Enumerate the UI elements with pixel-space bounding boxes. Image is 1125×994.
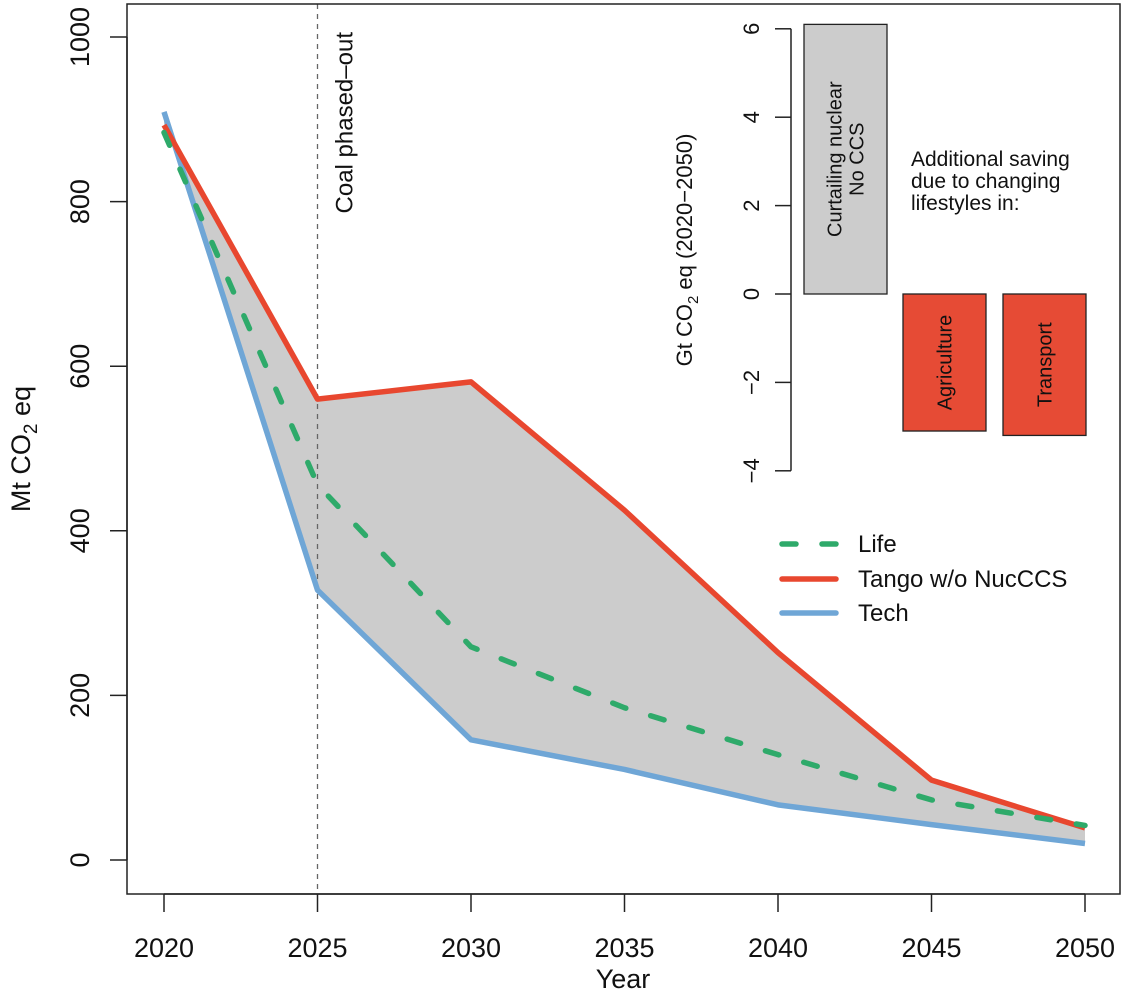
y-tick-label: 400: [65, 508, 95, 553]
legend-item-tech: Tech: [779, 600, 909, 627]
inset-y-tick-label: 2: [739, 199, 764, 211]
legend-label: Tech: [858, 600, 909, 627]
inset-bar-chart: −4 −2 0 2 4 6 Curtailing nuclearNo CCS Agricul…: [672, 23, 1087, 483]
inset-bar-agriculture: Agriculture: [902, 293, 987, 432]
y-tick-label: 200: [65, 673, 95, 718]
y-axis: 0 200 400 600 800 1000: [65, 7, 128, 868]
x-tick-label: 2020: [134, 933, 194, 963]
inset-y-tick-label: −2: [739, 370, 764, 395]
x-tick-label: 2050: [1055, 933, 1115, 963]
inset-bar-label: Agriculture: [935, 315, 957, 411]
legend: Life Tango w/o NucCCS Tech: [779, 531, 1067, 627]
y-tick-label: 0: [65, 852, 95, 867]
x-tick-label: 2035: [594, 933, 654, 963]
y-tick-label: 1000: [65, 7, 95, 67]
series-line-life: [161, 129, 1088, 829]
inset-bar-rect: [902, 293, 987, 432]
vline-label: Coal phased–out: [332, 32, 359, 214]
inset-y-tick-label: 0: [739, 288, 764, 300]
inset-bar-label: Transport: [1035, 322, 1057, 407]
y-tick-label: 600: [65, 344, 95, 389]
x-tick-label: 2025: [287, 933, 347, 963]
y-tick-label: 800: [65, 179, 95, 224]
y-axis-title: Mt CO2 eq: [6, 386, 42, 512]
legend-item-life: Life: [779, 531, 897, 558]
inset-bar-curtailing-nuclear: Curtailing nuclearNo CCS: [803, 23, 888, 295]
series-line-tech: [161, 111, 1086, 847]
x-tick-label: 2040: [748, 933, 808, 963]
legend-label: Life: [858, 531, 897, 558]
inset-bars: Curtailing nuclearNo CCS Agriculture Trans…: [803, 23, 1087, 437]
inset-y-tick-label: −4: [739, 458, 764, 483]
inset-bar-label: Curtailing nuclearNo CCS: [825, 81, 869, 237]
x-axis-title: Year: [596, 964, 651, 994]
band-layer: [164, 111, 1085, 844]
series-line-tango-w-o-nucccs: [161, 123, 1086, 831]
legend-item-tango-w-o-nucccs: Tango w/o NucCCS: [779, 566, 1067, 593]
x-axis: 2020 2025 2030 2035 2040 2045 2050: [134, 893, 1115, 963]
x-tick-label: 2030: [441, 933, 501, 963]
inset-y-tick-label: 4: [739, 111, 764, 123]
series-layer: [161, 111, 1088, 847]
range-band: [164, 111, 1085, 844]
inset-y-tick-label: 6: [739, 23, 764, 35]
inset-y-axis-title: Gt CO2 eq (2020−2050): [672, 134, 702, 367]
inset-bar-rect: [803, 23, 888, 295]
inset-bar-transport: Transport: [1002, 293, 1087, 437]
legend-label: Tango w/o NucCCS: [858, 566, 1067, 593]
inset-bar-rect: [1002, 293, 1087, 437]
x-tick-label: 2045: [901, 933, 961, 963]
inset-y-axis: −4 −2 0 2 4 6: [739, 23, 792, 483]
inset-note: Additional saving due to changing lifestyl…: [911, 148, 1070, 215]
